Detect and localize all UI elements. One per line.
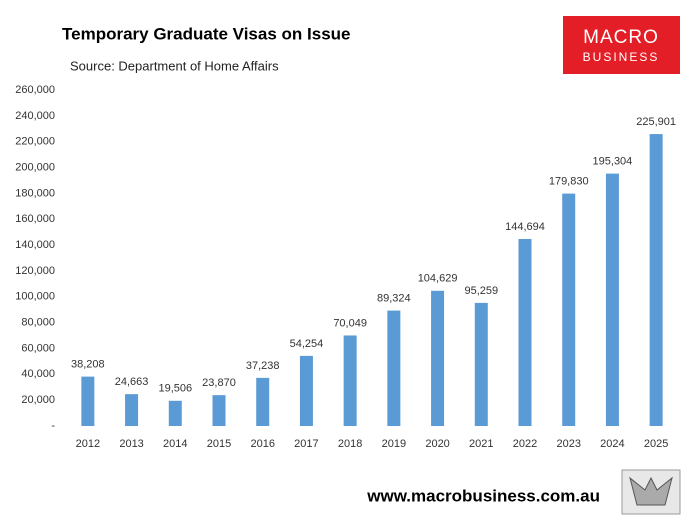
data-label: 70,049 — [333, 317, 367, 329]
data-label: 23,870 — [202, 377, 236, 389]
y-tick-label: 160,000 — [15, 213, 55, 225]
x-tick-label: 2024 — [600, 438, 624, 450]
bar — [605, 173, 619, 426]
data-label: 179,830 — [549, 176, 589, 188]
logo-icon — [629, 476, 673, 506]
data-label: 24,663 — [115, 376, 149, 388]
bar — [562, 193, 576, 426]
y-tick-label: 120,000 — [15, 265, 55, 277]
data-label: 19,506 — [158, 383, 192, 395]
logo-box — [563, 16, 680, 74]
bar — [518, 239, 532, 426]
x-tick-label: 2020 — [425, 438, 449, 450]
x-tick-label: 2022 — [513, 438, 537, 450]
data-label: 38,208 — [71, 359, 105, 371]
x-tick-label: 2013 — [119, 438, 143, 450]
y-tick-label: 240,000 — [15, 110, 55, 122]
bar — [168, 400, 182, 426]
data-label: 95,259 — [464, 285, 498, 297]
bar — [387, 310, 401, 426]
y-tick-label: 200,000 — [15, 161, 55, 173]
y-tick-label: 60,000 — [21, 342, 55, 354]
bar — [649, 134, 663, 426]
bar — [474, 302, 488, 426]
x-tick-label: 2018 — [338, 438, 362, 450]
x-tick-label: 2012 — [76, 438, 100, 450]
y-tick-label: 220,000 — [15, 136, 55, 148]
y-tick-label: 80,000 — [21, 317, 55, 329]
y-tick-label: 20,000 — [21, 394, 55, 406]
data-label: 225,901 — [636, 116, 676, 128]
y-tick-label: 140,000 — [15, 239, 55, 251]
bar — [212, 395, 226, 426]
website: www.macrobusiness.com.au — [366, 486, 600, 505]
data-label: 195,304 — [593, 156, 633, 168]
data-label: 104,629 — [418, 273, 458, 285]
logo-text: BUSINESS — [583, 50, 660, 64]
data-label: 144,694 — [505, 221, 545, 233]
bar — [256, 377, 270, 426]
y-tick-label: 100,000 — [15, 291, 55, 303]
bar — [125, 394, 139, 426]
x-tick-label: 2023 — [556, 438, 580, 450]
bar — [343, 335, 357, 426]
y-tick-label: 40,000 — [21, 368, 55, 380]
y-tick-label: 180,000 — [15, 187, 55, 199]
chart-subtitle: Source: Department of Home Affairs — [70, 58, 279, 73]
x-tick-label: 2016 — [250, 438, 274, 450]
bar — [81, 376, 95, 426]
x-tick-label: 2014 — [163, 438, 187, 450]
x-tick-label: 2015 — [207, 438, 231, 450]
bar — [299, 355, 313, 426]
y-tick-label: 260,000 — [15, 84, 55, 96]
data-label: 89,324 — [377, 292, 411, 304]
data-label: 37,238 — [246, 360, 280, 372]
x-tick-label: 2017 — [294, 438, 318, 450]
logo-text: MACRO — [583, 27, 659, 48]
y-tick-label: - — [51, 420, 55, 432]
chart-title: Temporary Graduate Visas on Issue — [62, 24, 351, 43]
x-tick-label: 2021 — [469, 438, 493, 450]
data-label: 54,254 — [290, 338, 324, 350]
bar — [431, 290, 445, 426]
x-tick-label: 2025 — [644, 438, 668, 450]
x-tick-label: 2019 — [382, 438, 406, 450]
